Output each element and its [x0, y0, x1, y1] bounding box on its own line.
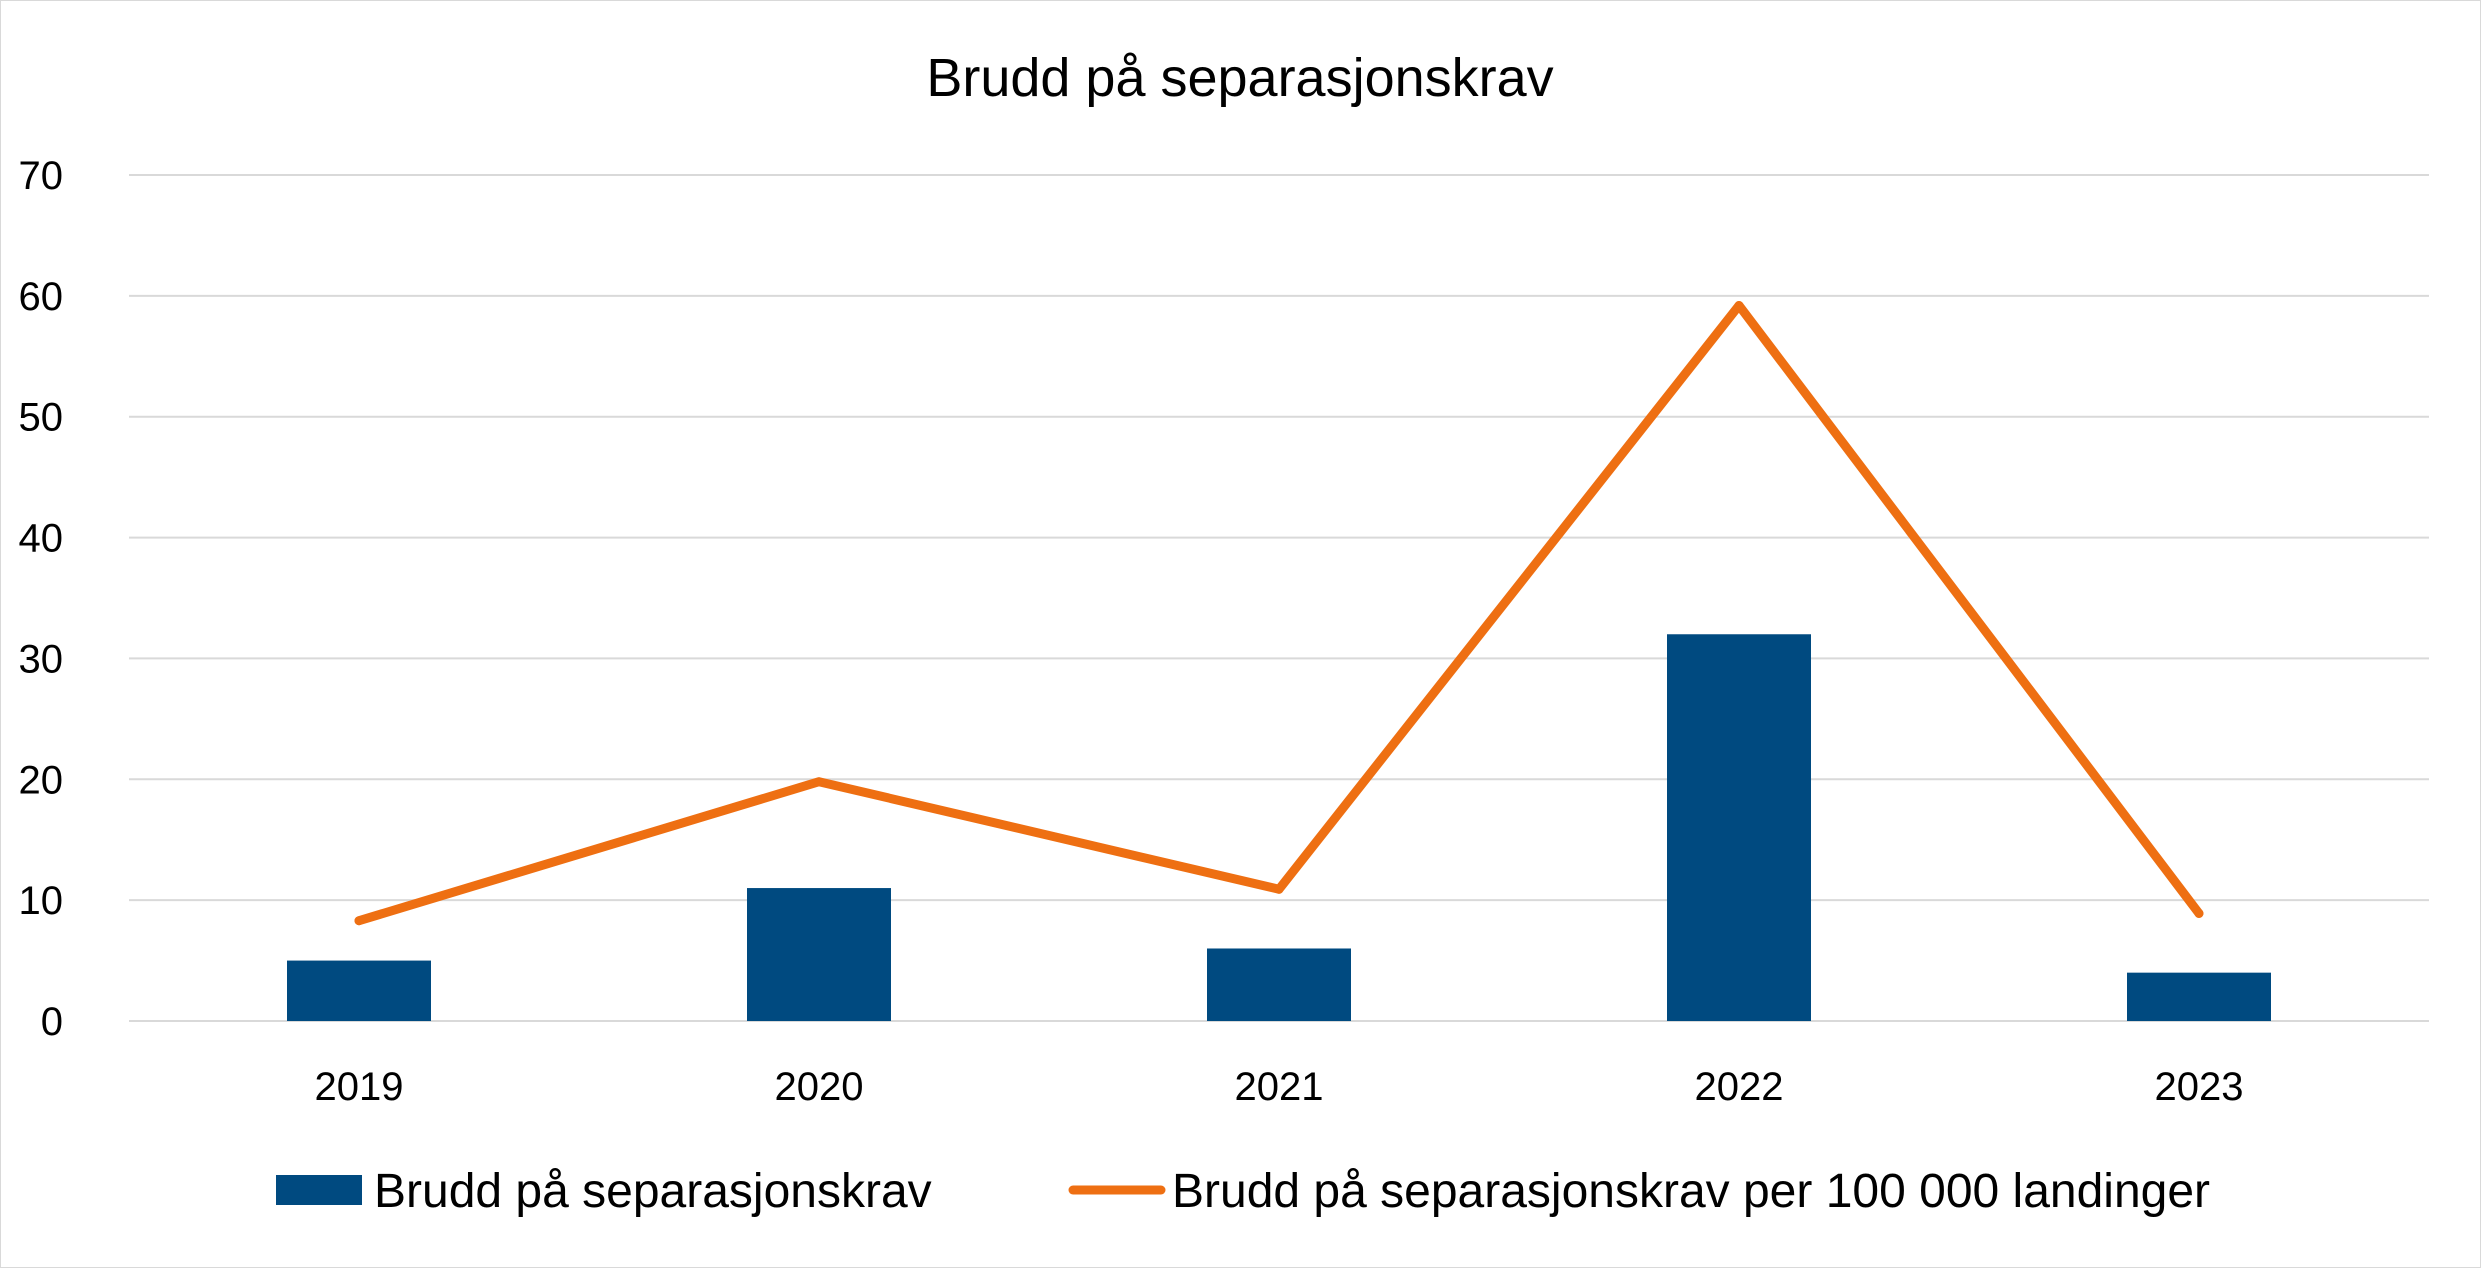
bar [1667, 634, 1811, 1021]
line-point [354, 916, 364, 926]
y-tick-label: 70 [19, 154, 64, 198]
y-tick-label: 40 [19, 517, 64, 561]
bar [1207, 948, 1351, 1021]
bar [2127, 972, 2271, 1021]
bar [747, 888, 891, 1021]
x-tick-label: 2023 [2155, 1065, 2244, 1109]
x-tick-label: 2022 [1695, 1065, 1784, 1109]
x-tick-label: 2020 [775, 1065, 864, 1109]
x-tick-label: 2019 [315, 1065, 404, 1109]
y-tick-label: 10 [19, 879, 64, 923]
legend-swatch-bar [276, 1175, 362, 1205]
line-point [2194, 908, 2204, 918]
y-axis-ticks: 0 10 20 30 40 50 60 70 [19, 154, 64, 1044]
legend-label: Brudd på separasjonskrav [374, 1165, 932, 1218]
x-axis-ticks: 2019 2020 2021 2022 2023 [315, 1065, 2244, 1109]
y-tick-label: 20 [19, 758, 64, 802]
line-point [1274, 884, 1284, 894]
legend: Brudd på separasjonskrav Brudd på separas… [276, 1165, 2210, 1218]
bar-series [287, 634, 2271, 1021]
x-tick-label: 2021 [1235, 1065, 1324, 1109]
chart-title: Brudd på separasjonskrav [926, 48, 1553, 108]
line-point [814, 777, 824, 787]
series-line [354, 301, 2204, 926]
y-tick-label: 0 [41, 1000, 63, 1044]
line-point [1734, 301, 1744, 311]
gridlines [129, 174, 2429, 1022]
y-tick-label: 50 [19, 396, 64, 440]
bar [287, 960, 431, 1021]
line-series [354, 301, 2204, 926]
legend-label: Brudd på separasjonskrav per 100 000 lan… [1172, 1165, 2210, 1218]
y-tick-label: 30 [19, 637, 64, 681]
y-tick-label: 60 [19, 275, 64, 319]
